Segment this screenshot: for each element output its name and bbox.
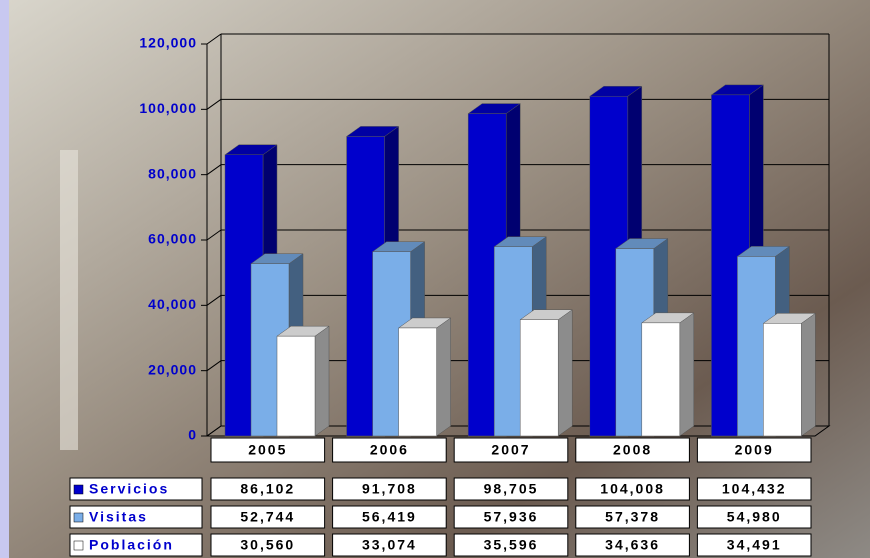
table-value: 52,744	[240, 509, 295, 525]
table-value: 98,705	[484, 481, 539, 497]
legend-label: Servicios	[89, 481, 169, 497]
table-value: 34,491	[727, 537, 782, 553]
table-value: 86,102	[240, 481, 295, 497]
x-tick-label: 2009	[735, 442, 774, 458]
y-tick-label: 20,000	[148, 361, 197, 377]
table-value: 54,980	[727, 509, 782, 525]
legend-swatch	[74, 541, 83, 550]
legend-swatch	[74, 485, 83, 494]
x-tick-label: 2006	[370, 442, 409, 458]
table-value: 57,378	[605, 509, 660, 525]
table-value: 104,008	[600, 481, 665, 497]
table-value: 56,419	[362, 509, 417, 525]
bar-side	[315, 326, 329, 436]
y-tick-label: 120,000	[139, 35, 197, 51]
table-value: 91,708	[362, 481, 417, 497]
table-value: 34,636	[605, 537, 660, 553]
photo-wall	[60, 150, 78, 450]
legend-label: Visitas	[89, 509, 148, 525]
bar	[399, 328, 437, 436]
y-tick-label: 40,000	[148, 296, 197, 312]
x-tick-label: 2008	[613, 442, 652, 458]
chart: 0 20,000 40,000 60,000 80,000 100,000 120,000 2…	[0, 0, 870, 558]
bar	[763, 323, 801, 436]
bar	[642, 323, 680, 436]
side-strip	[0, 0, 9, 558]
bar-side	[437, 318, 451, 436]
y-tick-label: 100,000	[139, 100, 197, 116]
bar-side	[680, 313, 694, 436]
table-value: 33,074	[362, 537, 417, 553]
x-tick-label: 2005	[248, 442, 287, 458]
y-tick-label: 80,000	[148, 165, 197, 181]
bar	[277, 336, 315, 436]
table-value: 104,432	[722, 481, 787, 497]
table-value: 30,560	[240, 537, 295, 553]
y-tick-label: 60,000	[148, 231, 197, 247]
x-tick-label: 2007	[491, 442, 530, 458]
legend-swatch	[74, 513, 83, 522]
table-value: 35,596	[484, 537, 539, 553]
table-value: 57,936	[484, 509, 539, 525]
bar-side	[801, 313, 815, 436]
bar	[520, 320, 558, 436]
legend-label: Población	[89, 537, 174, 553]
bar-side	[558, 310, 572, 436]
y-tick-label: 0	[188, 427, 197, 443]
